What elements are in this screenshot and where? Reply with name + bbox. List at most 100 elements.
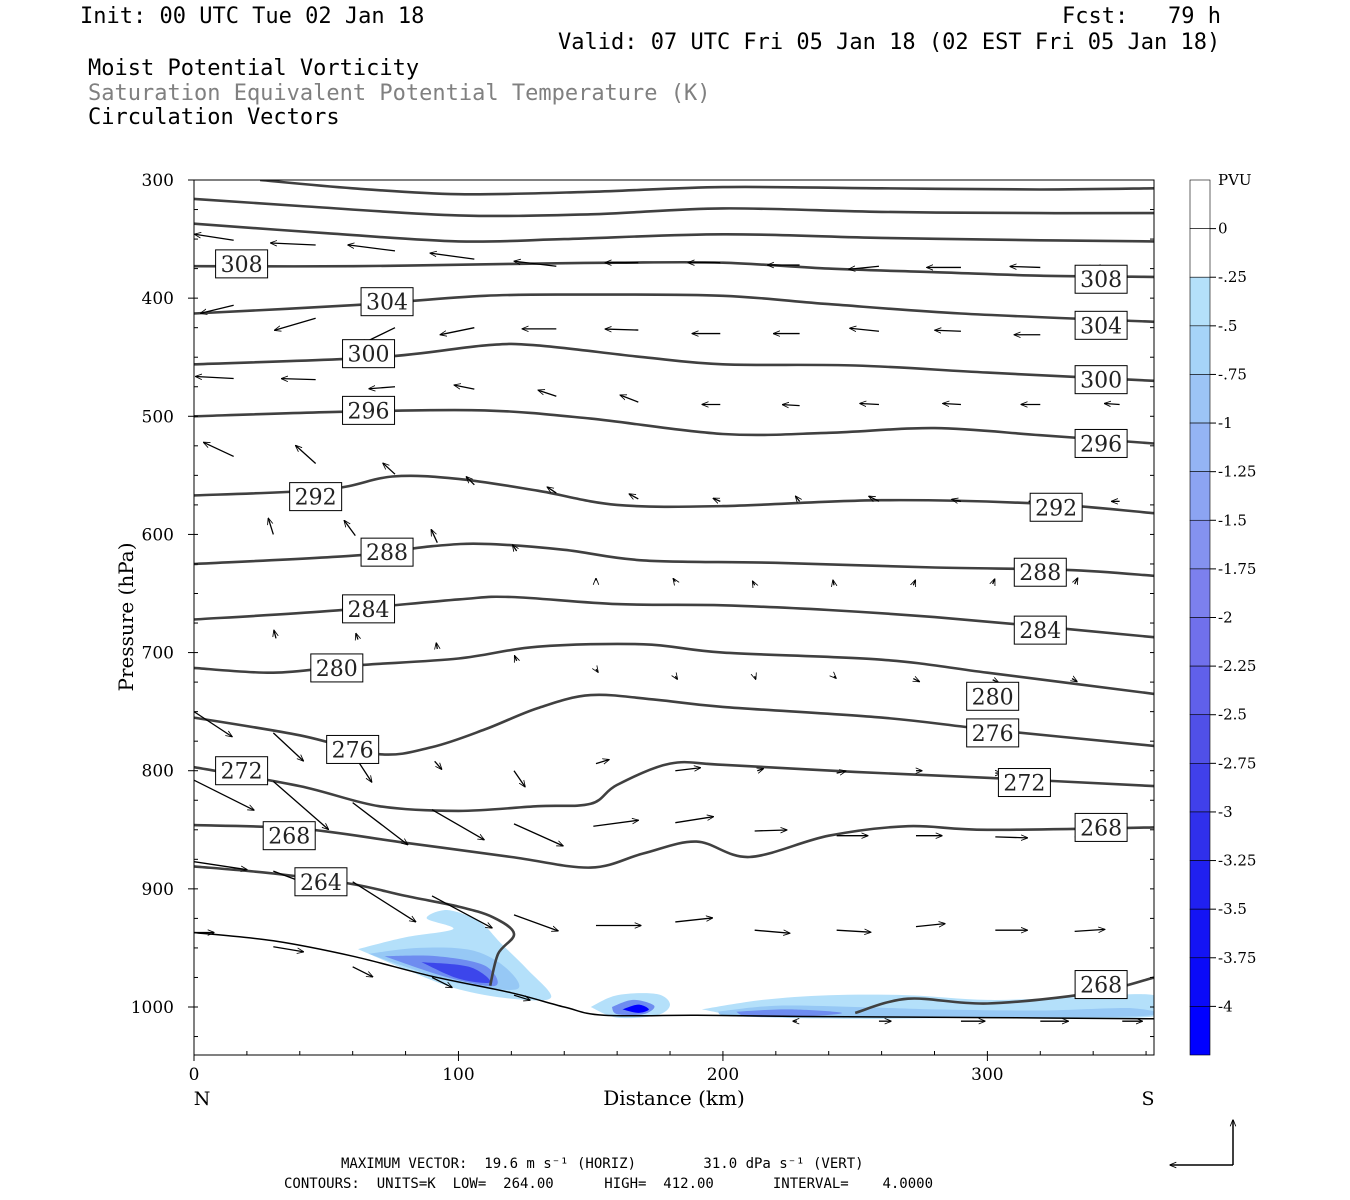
circulation-vector <box>272 780 328 829</box>
circulation-vector <box>753 581 755 585</box>
circulation-vector <box>860 403 879 404</box>
circulation-vector <box>513 823 563 846</box>
colorbar-step <box>1189 811 1211 861</box>
contour-label: 284 <box>1019 619 1061 644</box>
circulation-vector <box>943 403 961 404</box>
contour-info-note: CONTOURS: UNITS=K LOW= 264.00 HIGH= 412.… <box>284 1176 934 1192</box>
colorbar-step <box>1189 714 1211 764</box>
circulation-vector <box>344 521 356 536</box>
contour-label-box <box>289 482 343 512</box>
contour-label-box <box>215 756 269 786</box>
colorbar-label: -.75 <box>1218 365 1247 383</box>
colorbar-label: -3.5 <box>1218 900 1247 918</box>
contour-label-box <box>997 768 1051 798</box>
theta-e-contour <box>194 197 1154 218</box>
contour-label: 304 <box>366 291 408 316</box>
terrain-surface <box>194 931 1154 1020</box>
field-title-thetae: Saturation Equivalent Potential Temperat… <box>88 81 711 106</box>
circulation-vector <box>1010 266 1041 267</box>
theta-e-contour <box>194 293 1154 324</box>
colorbar-step <box>1189 374 1211 424</box>
circulation-vector <box>620 395 639 403</box>
colorbar-title: PVU <box>1218 171 1252 189</box>
theta-e-contour <box>194 474 1154 515</box>
colorbar-label: -1.5 <box>1218 511 1247 529</box>
contour-label: 308 <box>1080 268 1122 293</box>
contour-label-box <box>1074 310 1128 340</box>
circulation-vector <box>282 379 316 380</box>
contour-label: 308 <box>221 253 263 278</box>
circulation-vector <box>538 390 557 397</box>
circulation-vector <box>352 881 416 922</box>
circulation-vector <box>547 487 557 494</box>
contour-label: 268 <box>1080 974 1122 999</box>
circulation-vector <box>431 895 492 928</box>
field-title-mpv: Moist Potential Vorticity <box>88 56 420 81</box>
contour-label: 268 <box>268 825 310 850</box>
colorbar-label: -2 <box>1218 609 1233 627</box>
x-tick-label: 200 <box>707 1065 739 1085</box>
contour-label-box <box>262 821 316 851</box>
contour-label-box <box>215 249 269 279</box>
colorbar-step <box>1189 325 1211 375</box>
circulation-vector <box>352 802 408 845</box>
contour-label: 264 <box>300 871 342 896</box>
colorbar-step <box>1189 179 1211 229</box>
contour-labels: 308 308 304 304 300 300 296 296 292 292 288 288 284 2… <box>215 249 1128 1000</box>
circulation-vector <box>194 779 254 810</box>
circulation-vector <box>915 924 945 927</box>
circulation-vector <box>833 580 834 585</box>
theta-e-contour <box>194 823 1154 869</box>
circulation-vector <box>755 676 756 679</box>
colorbar-step <box>1189 908 1211 959</box>
circulation-vector <box>369 387 396 389</box>
circulation-vector <box>272 732 303 761</box>
circulation-vector <box>201 304 234 313</box>
contour-label: 272 <box>221 760 263 785</box>
circulation-vector <box>757 769 763 771</box>
circulation-vector <box>434 760 442 769</box>
x-tick-label: 300 <box>971 1065 1003 1085</box>
circulation-vector <box>593 820 638 827</box>
contour-label-box <box>1074 812 1128 842</box>
circulation-vector <box>675 817 713 824</box>
y-axis-title: Pressure (hPa) <box>114 543 138 692</box>
contour-label-box <box>966 718 1020 748</box>
contour-label-box <box>1074 970 1128 1000</box>
x-axis-title: Distance (km) <box>603 1086 745 1110</box>
contour-label: 292 <box>295 486 337 511</box>
terrain-line <box>194 931 1154 1020</box>
circulation-vector <box>513 545 517 551</box>
circulation-vector <box>194 711 232 737</box>
colorbar-label: -.25 <box>1218 268 1247 286</box>
theta-e-contour <box>194 760 1154 813</box>
mpv-shade-region <box>736 1009 843 1017</box>
circulation-vector <box>673 579 675 582</box>
contour-label-box <box>1074 264 1128 294</box>
contour-label: 300 <box>348 343 390 368</box>
contour-label: 300 <box>1080 369 1122 394</box>
circulation-vector <box>595 760 609 764</box>
contour-label: 296 <box>348 399 390 424</box>
circulation-vector <box>935 330 961 331</box>
circulation-vector <box>675 918 712 923</box>
circulation-vector <box>274 630 276 639</box>
x-end-label-north: N <box>194 1088 211 1110</box>
colorbar-label: -.5 <box>1218 317 1237 335</box>
colorbar-step <box>1189 519 1211 570</box>
y-tick-label: 400 <box>142 289 174 309</box>
contour-label: 280 <box>972 685 1014 710</box>
contour-label-box <box>1013 615 1067 645</box>
theta-e-contour <box>259 180 1154 196</box>
y-tick-label: 600 <box>142 525 174 545</box>
circulation-vector <box>348 245 396 252</box>
circulation-vector <box>605 329 639 330</box>
circulation-vector <box>850 328 880 331</box>
circulation-vector <box>383 463 396 475</box>
circulation-vector <box>204 442 234 458</box>
mpv-shade-region <box>622 1004 649 1013</box>
mpv-shade-region <box>421 962 491 983</box>
circulation-vector <box>596 669 598 672</box>
circulation-vector <box>869 496 880 501</box>
